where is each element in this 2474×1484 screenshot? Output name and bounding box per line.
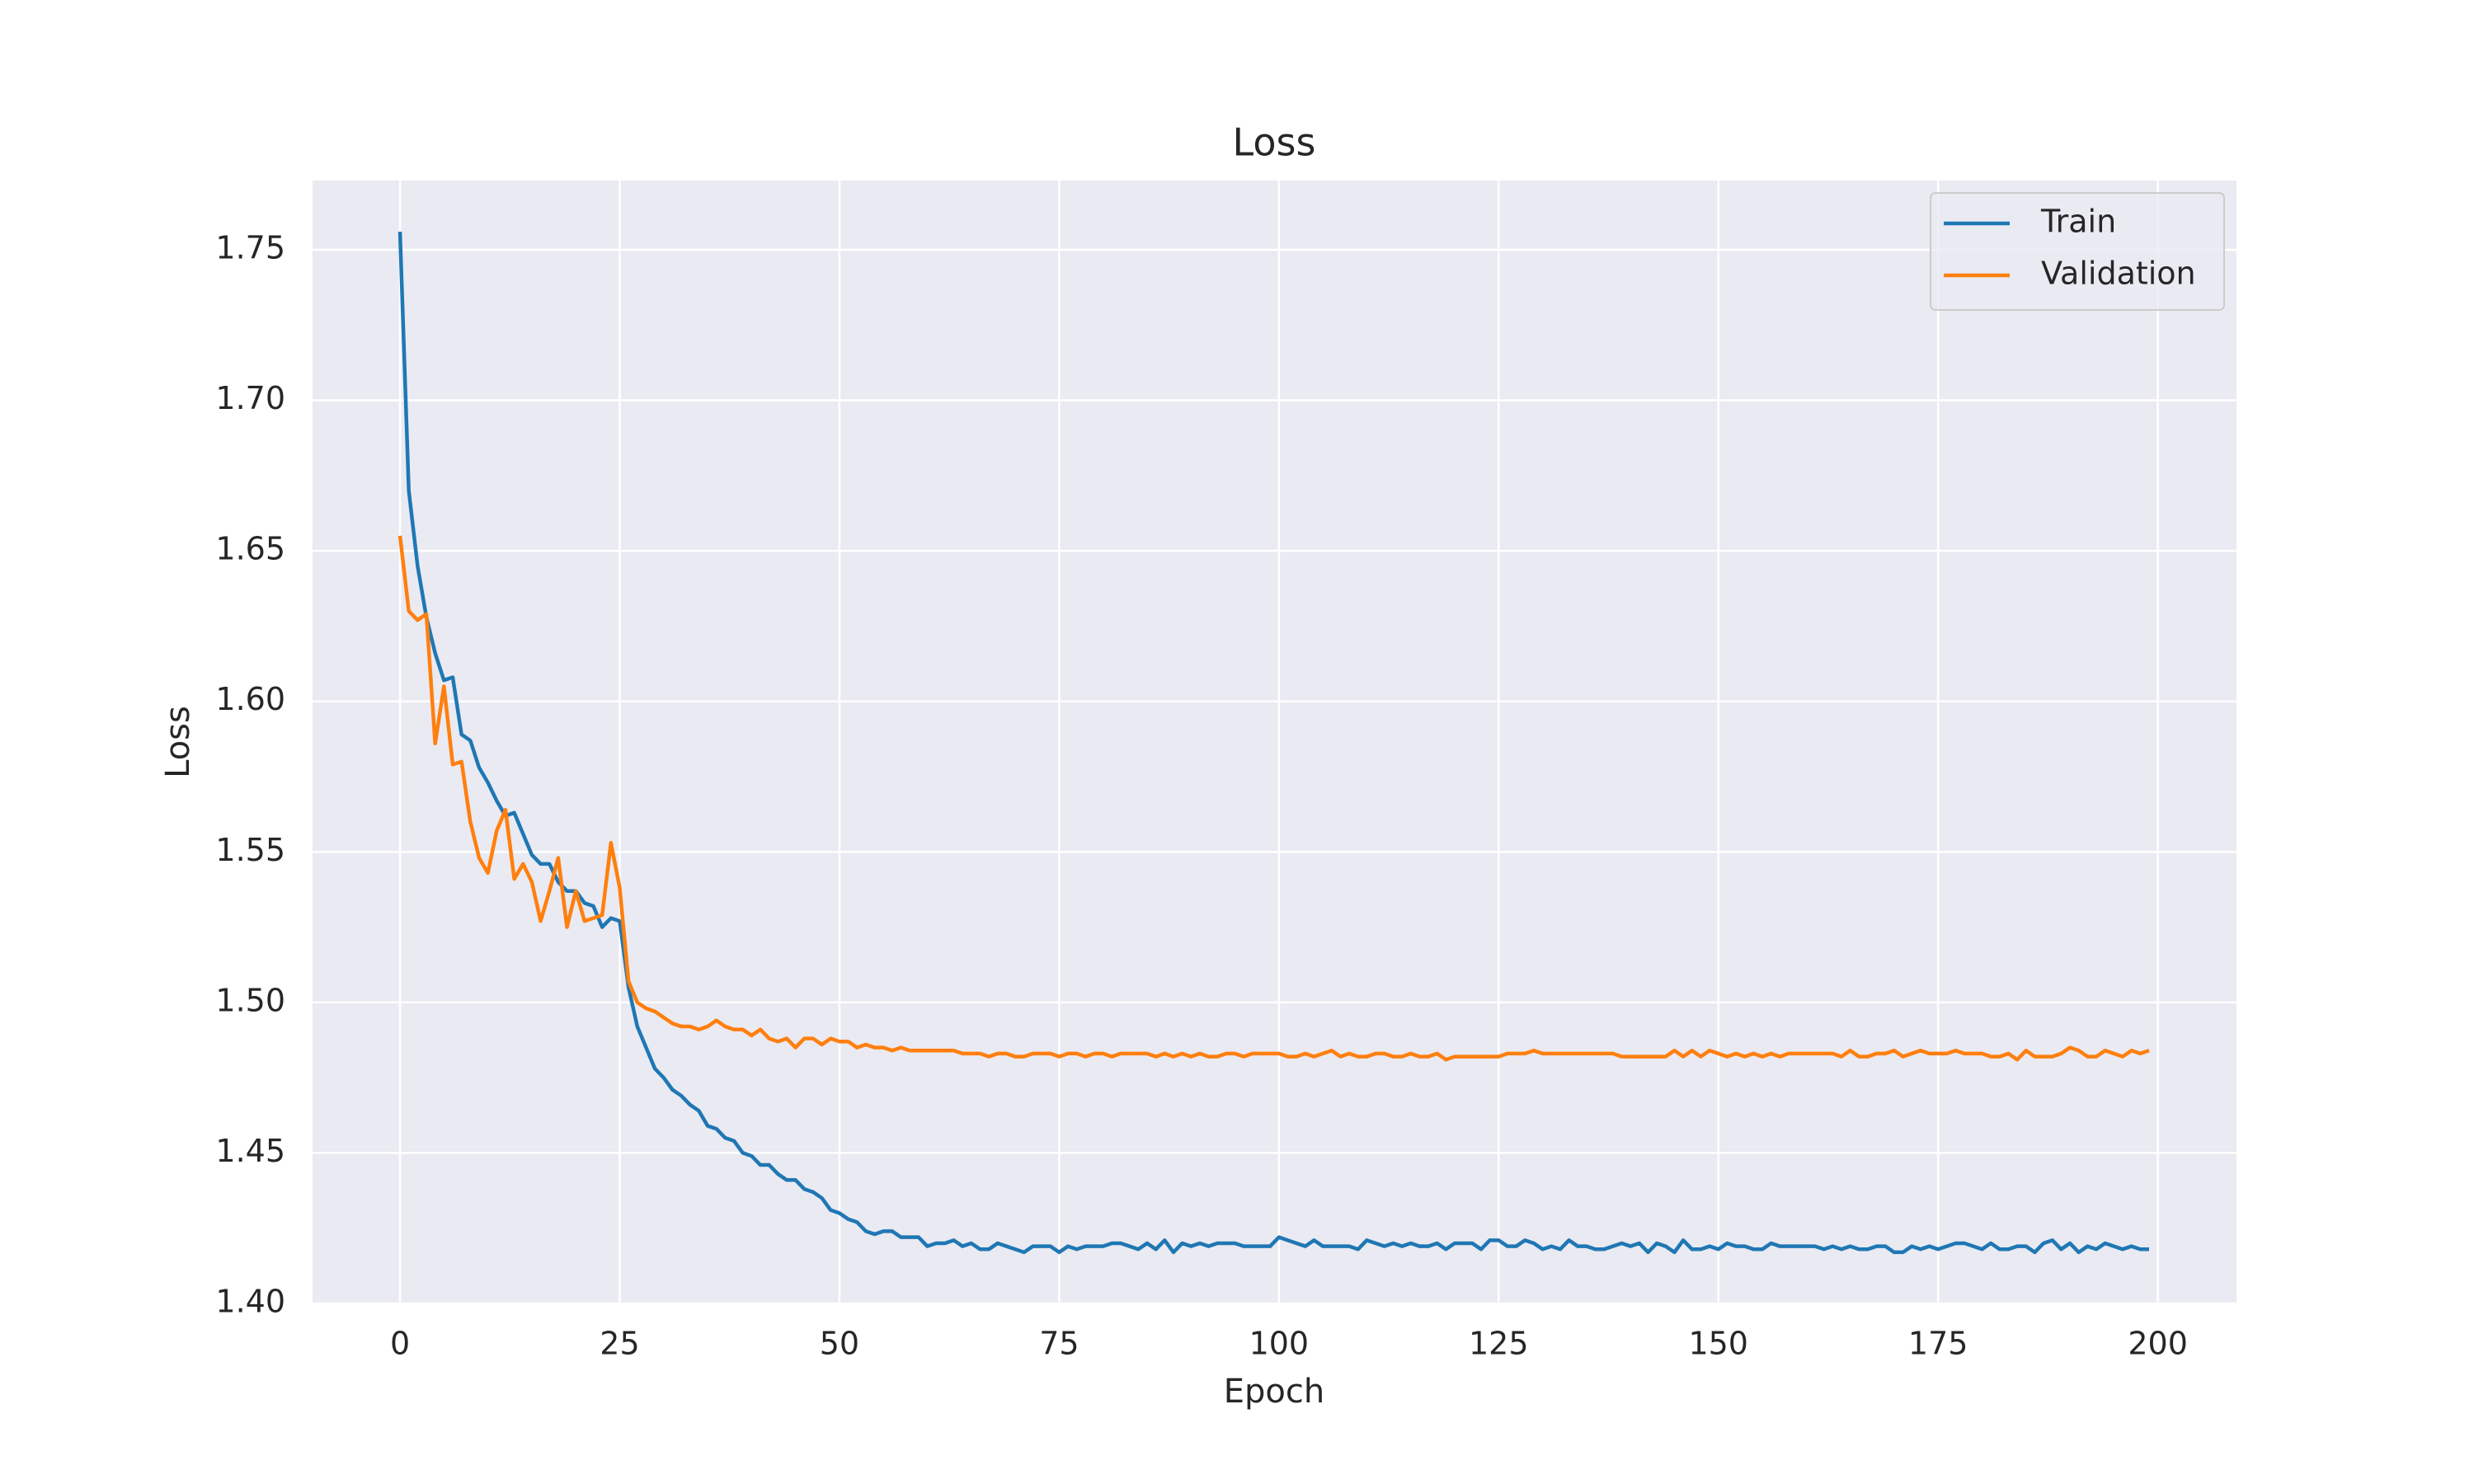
x-tick-label: 150 [1688,1326,1748,1362]
y-tick-label: 1.50 [215,982,285,1018]
x-tick-label: 125 [1469,1326,1529,1362]
plot-area [313,181,2236,1303]
y-axis-label: Loss [159,706,197,778]
x-tick-label: 200 [2128,1326,2188,1362]
line-series [397,535,2150,1062]
x-tick-label: 0 [390,1326,410,1362]
y-tick-label: 1.40 [215,1284,285,1320]
x-tick-label: 100 [1249,1326,1310,1362]
chart-title: Loss [1233,120,1316,165]
y-tick-label: 1.70 [215,380,285,416]
x-tick-label: 50 [820,1326,859,1362]
y-tick-label: 1.55 [215,832,285,868]
legend-label: Validation [2041,256,2196,292]
y-tick-label: 1.75 [215,229,285,265]
y-tick-label: 1.60 [215,681,285,717]
y-tick-label: 1.65 [215,531,285,567]
x-axis-label: Epoch [1224,1373,1324,1411]
y-tick-label: 1.45 [215,1133,285,1169]
x-tick-label: 175 [1908,1326,1968,1362]
legend-label: Train [2040,204,2116,240]
x-tick-label: 75 [1039,1326,1079,1362]
x-tick-label: 25 [600,1326,639,1362]
line-series [397,232,2149,1255]
